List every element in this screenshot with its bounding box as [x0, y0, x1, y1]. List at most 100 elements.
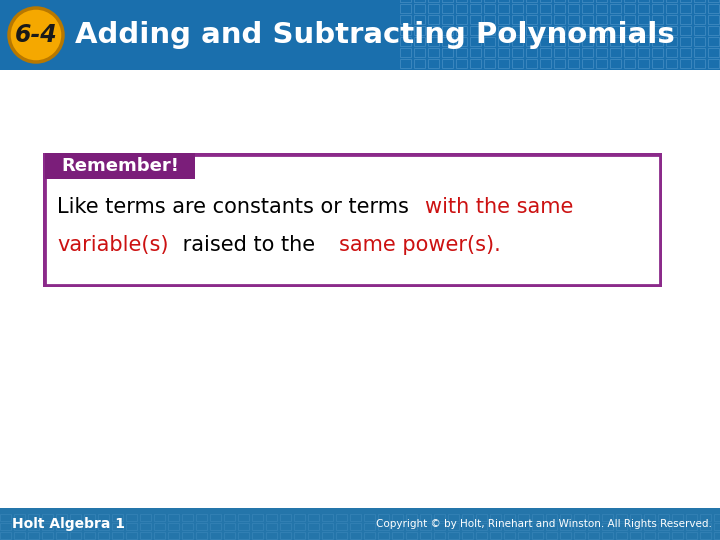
Bar	[400, 15, 411, 24]
Bar	[182, 532, 193, 539]
Bar	[680, 0, 691, 2]
Bar	[224, 514, 235, 521]
Bar	[638, 37, 649, 46]
Bar	[666, 59, 677, 68]
Bar	[666, 15, 677, 24]
Bar	[266, 523, 277, 530]
Bar	[456, 37, 467, 46]
Bar	[610, 26, 621, 35]
Bar	[526, 0, 537, 2]
Bar	[708, 37, 719, 46]
Bar	[238, 532, 249, 539]
Bar	[680, 48, 691, 57]
Bar	[470, 0, 481, 2]
Bar	[554, 26, 565, 35]
Bar	[322, 523, 333, 530]
Bar	[414, 26, 425, 35]
Bar	[45, 153, 195, 179]
Bar	[266, 532, 277, 539]
Bar	[154, 514, 165, 521]
Bar	[498, 37, 509, 46]
Bar	[686, 514, 697, 521]
Bar	[498, 4, 509, 13]
Bar	[252, 532, 263, 539]
Bar	[364, 514, 375, 521]
Bar	[252, 514, 263, 521]
Bar	[554, 0, 565, 2]
Bar	[644, 532, 655, 539]
Bar	[574, 523, 585, 530]
Bar	[658, 523, 669, 530]
Bar	[442, 59, 453, 68]
Bar	[714, 514, 720, 521]
Bar	[434, 523, 445, 530]
Bar	[428, 48, 439, 57]
Bar	[350, 514, 361, 521]
Bar	[470, 26, 481, 35]
Bar	[630, 523, 641, 530]
Bar	[476, 532, 487, 539]
Bar	[448, 532, 459, 539]
Bar	[428, 4, 439, 13]
Bar	[708, 48, 719, 57]
Bar	[630, 514, 641, 521]
Bar	[126, 532, 137, 539]
Bar	[624, 26, 635, 35]
Bar	[406, 523, 417, 530]
Bar	[470, 15, 481, 24]
Bar	[610, 4, 621, 13]
Bar	[596, 0, 607, 2]
Bar	[484, 48, 495, 57]
Bar	[252, 523, 263, 530]
Bar	[630, 532, 641, 539]
Bar	[652, 4, 663, 13]
Bar	[568, 26, 579, 35]
Bar	[498, 48, 509, 57]
Bar	[680, 26, 691, 35]
Bar	[638, 15, 649, 24]
Bar	[400, 59, 411, 68]
Bar	[42, 514, 53, 521]
Bar	[56, 523, 67, 530]
Bar	[224, 532, 235, 539]
Bar	[442, 0, 453, 2]
Bar	[182, 523, 193, 530]
Bar	[652, 59, 663, 68]
Bar	[462, 514, 473, 521]
Bar	[350, 532, 361, 539]
Bar	[644, 514, 655, 521]
Bar	[336, 532, 347, 539]
Bar	[400, 4, 411, 13]
Bar	[602, 514, 613, 521]
Bar	[484, 0, 495, 2]
Bar	[504, 532, 515, 539]
Bar	[596, 15, 607, 24]
Bar	[560, 523, 571, 530]
Text: Holt Algebra 1: Holt Algebra 1	[12, 517, 125, 531]
Bar	[582, 59, 593, 68]
Bar	[490, 532, 501, 539]
Bar	[484, 15, 495, 24]
Bar	[672, 532, 683, 539]
Bar	[0, 514, 11, 521]
Bar	[610, 37, 621, 46]
Bar	[462, 532, 473, 539]
Bar	[638, 59, 649, 68]
Bar	[378, 514, 389, 521]
Bar	[490, 523, 501, 530]
Bar	[574, 532, 585, 539]
Bar	[512, 37, 523, 46]
Bar	[392, 523, 403, 530]
Text: Like terms are constants or terms: Like terms are constants or terms	[57, 197, 415, 217]
Bar	[406, 532, 417, 539]
Bar	[680, 37, 691, 46]
Bar	[666, 48, 677, 57]
Bar	[708, 26, 719, 35]
Bar	[512, 59, 523, 68]
Bar	[666, 4, 677, 13]
Bar	[518, 523, 529, 530]
Bar	[644, 523, 655, 530]
Text: Remember!: Remember!	[61, 157, 179, 175]
Bar	[266, 514, 277, 521]
Bar	[686, 532, 697, 539]
